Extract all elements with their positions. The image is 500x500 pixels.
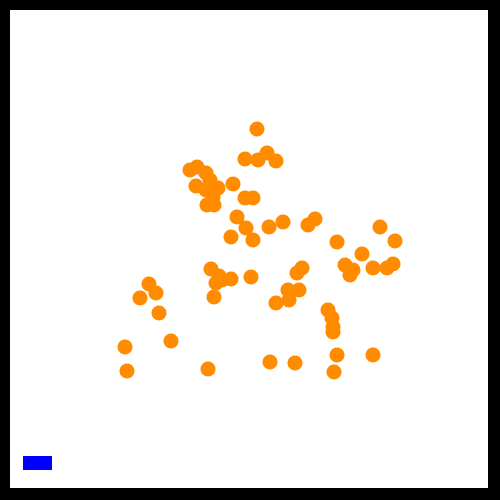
enemy-ball [243,269,259,285]
enemy-ball [119,363,135,379]
enemy-ball [325,324,341,340]
enemy-ball [307,211,323,227]
game-field[interactable] [10,10,488,488]
enemy-ball [238,220,254,236]
enemy-layer [117,121,403,380]
enemy-ball [287,355,303,371]
enemy-ball [379,260,395,276]
enemy-ball [329,347,345,363]
enemy-ball [326,364,342,380]
enemy-ball [261,219,277,235]
enemy-ball [365,347,381,363]
enemy-ball [262,354,278,370]
enemy-ball [372,219,388,235]
enemy-ball [206,197,222,213]
enemy-ball [132,290,148,306]
enemy-ball [275,214,291,230]
enemy-ball [163,333,179,349]
enemy-ball [188,178,204,194]
enemy-ball [223,271,239,287]
enemy-ball [245,190,261,206]
enemy-ball [281,292,297,308]
enemy-ball [225,176,241,192]
enemy-ball [151,305,167,321]
enemy-ball [289,265,305,281]
enemy-ball [342,267,358,283]
enemy-ball [249,121,265,137]
enemy-ball [206,289,222,305]
enemy-ball [223,229,239,245]
enemy-ball [208,275,224,291]
enemy-ball [329,234,345,250]
enemy-ball [291,282,307,298]
player-paddle[interactable] [23,456,52,470]
enemy-ball [229,209,245,225]
enemy-ball [354,246,370,262]
enemy-ball [117,339,133,355]
enemy-ball [245,232,261,248]
game-field-canvas[interactable] [10,10,488,488]
enemy-ball [268,295,284,311]
enemy-ball [148,285,164,301]
enemy-ball [365,260,381,276]
enemy-ball [237,151,253,167]
enemy-ball [268,153,284,169]
enemy-ball [200,361,216,377]
enemy-ball [387,233,403,249]
